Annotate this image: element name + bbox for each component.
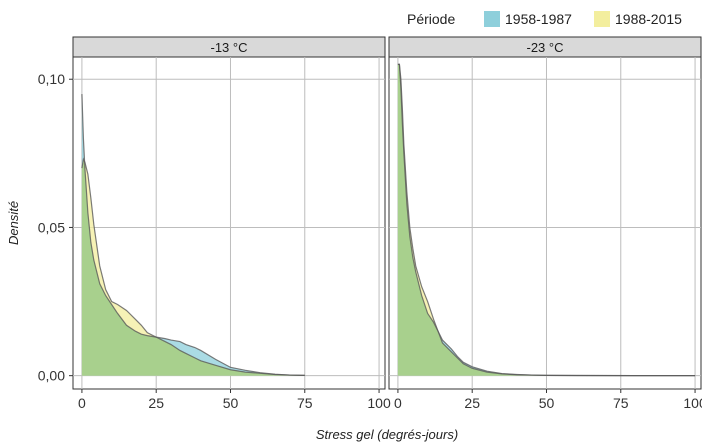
panel-minus-23: -23 °C 0 25 50 75 100 <box>388 36 702 411</box>
x-tick-label: 75 <box>297 395 313 411</box>
x-tick-label: 25 <box>464 395 480 411</box>
y-axis-ticks: 0,00 0,05 0,10 <box>38 71 73 384</box>
strip-label-minus-23: -23 °C <box>527 40 564 55</box>
y-tick-label: 0,05 <box>38 219 65 235</box>
x-tick-label: 50 <box>223 395 239 411</box>
overlap-area <box>397 64 696 376</box>
legend-label-1958-1987: 1958-1987 <box>505 11 572 27</box>
plot-area-minus-23 <box>388 56 702 390</box>
areas-minus-23 <box>397 63 696 377</box>
density-line-1988-2015 <box>81 157 305 376</box>
legend-label-1988-2015: 1988-2015 <box>615 11 682 27</box>
x-tick-label: 0 <box>394 395 402 411</box>
x-ticks-minus-13: 0 25 50 75 100 <box>78 389 391 411</box>
legend-title: Période <box>407 11 455 27</box>
x-tick-label: 50 <box>539 395 555 411</box>
density-line-1988-2015 <box>397 63 696 377</box>
legend-swatch-1958-1987 <box>484 11 500 27</box>
x-tick-label: 100 <box>683 395 702 411</box>
x-tick-label: 0 <box>78 395 86 411</box>
strip-label-minus-13: -13 °C <box>211 40 248 55</box>
x-tick-label: 75 <box>613 395 629 411</box>
overlap-area <box>81 159 305 376</box>
x-ticks-minus-23: 0 25 50 75 100 <box>394 389 702 411</box>
y-tick-label: 0,00 <box>38 368 65 384</box>
legend: Période 1958-1987 1988-2015 <box>407 11 682 27</box>
x-tick-label: 25 <box>148 395 164 411</box>
x-tick-label: 100 <box>367 395 391 411</box>
y-axis-title: Densité <box>6 201 21 245</box>
areas-minus-13 <box>81 94 305 376</box>
legend-swatch-1988-2015 <box>594 11 610 27</box>
panel-minus-13: -13 °C 0 25 50 75 100 <box>72 36 391 411</box>
density-line-1958-1987 <box>81 94 305 376</box>
y-tick-label: 0,10 <box>38 71 65 87</box>
x-axis-title: Stress gel (degrés-jours) <box>316 427 458 442</box>
